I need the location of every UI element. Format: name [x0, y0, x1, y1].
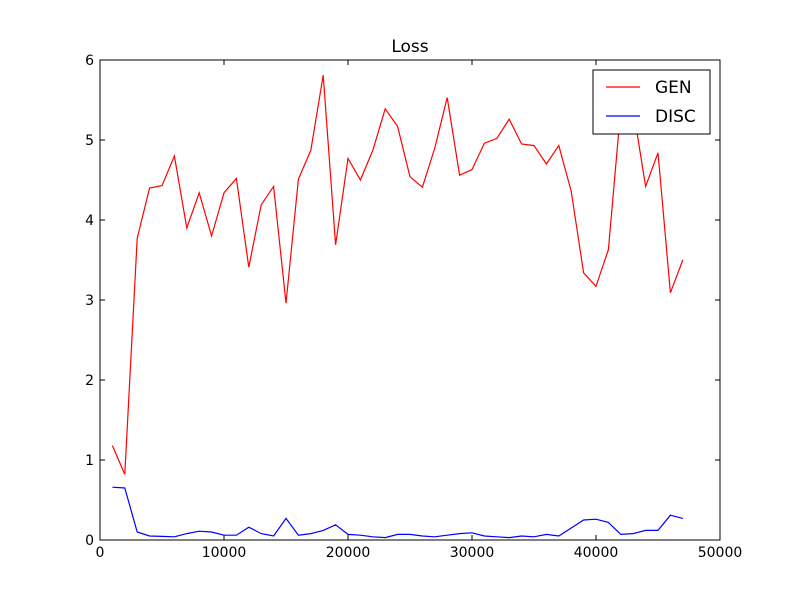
series-line-gen [111, 75, 684, 475]
axis-ticks: 0 10000 20000 30000 40000 50000 0 1 2 3 4 5 6 [85, 53, 742, 561]
x-tick-label: 20000 [326, 545, 371, 561]
x-tick-label: 40000 [574, 545, 619, 561]
y-tick-label: 5 [85, 133, 94, 149]
y-tick-label: 6 [85, 53, 94, 69]
y-tick-label: 3 [85, 293, 94, 309]
y-tick-label: 2 [85, 373, 94, 389]
legend-box [592, 69, 711, 135]
series-layer [111, 75, 684, 539]
y-tick-label: 0 [85, 533, 94, 549]
legend: GEN DISC [592, 69, 711, 135]
chart-title: Loss [391, 37, 428, 57]
legend-label-gen: GEN [655, 78, 692, 98]
series-line-disc [112, 486, 683, 539]
x-tick-label: 0 [96, 545, 105, 561]
y-tick-label: 4 [85, 213, 94, 229]
x-tick-label: 50000 [698, 545, 743, 561]
x-tick-label: 10000 [202, 545, 247, 561]
y-tick-label: 1 [85, 453, 94, 469]
legend-label-disc: DISC [655, 107, 696, 127]
x-tick-label: 30000 [450, 545, 495, 561]
